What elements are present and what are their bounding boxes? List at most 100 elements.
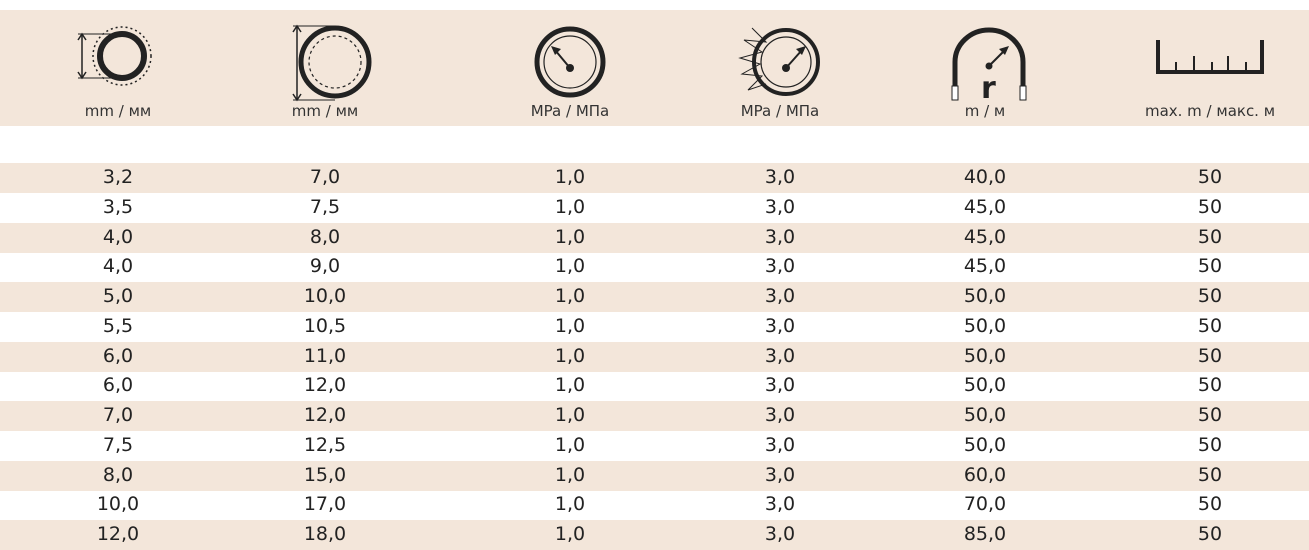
table-cell: 50	[1197, 285, 1223, 307]
table-cell: 3,0	[764, 255, 796, 278]
table-cell: 6,0	[102, 374, 134, 397]
table-cell: 50,0	[963, 344, 1007, 367]
table-cell: 3,0	[764, 404, 796, 426]
table-cell: 12,0	[303, 374, 347, 397]
table-cell: 50	[1197, 344, 1223, 367]
table-cell: 1,0	[554, 225, 586, 248]
table-cell: 12,0	[303, 404, 347, 426]
table-cell: 50	[1197, 195, 1223, 218]
header-unit: mm / мм	[291, 102, 359, 120]
table-cell: 1,0	[554, 344, 586, 367]
table-cell: 11,0	[303, 344, 347, 367]
table-cell: 1,0	[554, 433, 586, 456]
icon-burst-pressure	[738, 27, 820, 96]
table-cell: 9,0	[309, 255, 341, 278]
table-cell: 1,0	[554, 404, 586, 426]
table-row: 7,5 12,5 1,0 3,0 50,0 50	[0, 431, 1309, 461]
table-row: 6,0 11,0 1,0 3,0 50,0 50	[0, 341, 1309, 372]
table-cell: 7,0	[102, 404, 134, 426]
table-cell: 3,0	[764, 523, 796, 545]
table-cell: 50	[1197, 463, 1223, 486]
icon-max-length	[1156, 40, 1264, 74]
table-cell: 10,0	[96, 493, 140, 516]
table-cell: 1,0	[554, 374, 586, 397]
table-row: 4,0 8,0 1,0 3,0 45,0 50	[0, 222, 1309, 253]
table-cell: 50	[1197, 404, 1223, 426]
table-row: 4,0 9,0 1,0 3,0 45,0 50	[0, 252, 1309, 282]
table-cell: 50	[1197, 225, 1223, 248]
table-cell: 1,0	[554, 493, 586, 516]
table-cell: 3,0	[764, 344, 796, 367]
table-cell: 3,0	[764, 374, 796, 397]
table-cell: 60,0	[963, 463, 1007, 486]
table-cell: 12,0	[96, 523, 140, 545]
table-cell: 3,5	[102, 195, 134, 218]
table-cell: 85,0	[963, 523, 1007, 545]
table-cell: 8,0	[309, 225, 341, 248]
table-cell: 3,2	[102, 166, 134, 188]
table-cell: 50	[1197, 314, 1223, 337]
svg-text:r: r	[981, 71, 996, 105]
table-cell: 7,5	[102, 433, 134, 456]
table-cell: 40,0	[963, 166, 1007, 188]
table-cell: 50,0	[963, 374, 1007, 397]
table-row: 6,0 12,0 1,0 3,0 50,0 50	[0, 371, 1309, 401]
table-row: 7,0 12,0 1,0 3,0 50,0 50	[0, 401, 1309, 431]
table-cell: 50,0	[963, 285, 1007, 307]
table-cell: 3,0	[764, 225, 796, 248]
table-cell: 10,0	[303, 285, 347, 307]
table-cell: 50	[1197, 523, 1223, 545]
table-cell: 5,5	[102, 314, 134, 337]
table-cell: 15,0	[303, 463, 347, 486]
table-cell: 1,0	[554, 285, 586, 307]
table-cell: 7,0	[309, 166, 341, 188]
table-cell: 3,0	[764, 433, 796, 456]
table-cell: 1,0	[554, 255, 586, 278]
table-cell: 50	[1197, 374, 1223, 397]
table-cell: 10,5	[303, 314, 347, 337]
table-cell: 6,0	[102, 344, 134, 367]
icon-inner-diameter	[77, 26, 152, 86]
table-cell: 3,0	[764, 493, 796, 516]
table-cell: 3,0	[764, 314, 796, 337]
table-cell: 50,0	[963, 404, 1007, 426]
table-row: 3,5 7,5 1,0 3,0 45,0 50	[0, 193, 1309, 223]
table-cell: 5,0	[102, 285, 134, 307]
header-unit: MPa / МПа	[530, 102, 610, 120]
icon-bend-radius: r	[951, 27, 1027, 105]
table-row: 10,0 17,0 1,0 3,0 70,0 50	[0, 490, 1309, 520]
table-cell: 50,0	[963, 314, 1007, 337]
table-cell: 50	[1197, 255, 1223, 278]
table-row: 3,2 7,0 1,0 3,0 40,0 50	[0, 163, 1309, 193]
table-cell: 3,0	[764, 463, 796, 486]
table-cell: 4,0	[102, 225, 134, 248]
header-unit: mm / мм	[84, 102, 152, 120]
table-cell: 45,0	[963, 225, 1007, 248]
table-row: 5,5 10,5 1,0 3,0 50,0 50	[0, 312, 1309, 342]
table-cell: 7,5	[309, 195, 341, 218]
table-cell: 3,0	[764, 166, 796, 188]
table-cell: 45,0	[963, 195, 1007, 218]
table-cell: 1,0	[554, 195, 586, 218]
icon-outer-diameter	[292, 24, 372, 102]
table-cell: 1,0	[554, 463, 586, 486]
header-unit: MPa / МПа	[740, 102, 820, 120]
table-cell: 3,0	[764, 195, 796, 218]
table-cell: 1,0	[554, 523, 586, 545]
table-row: 12,0 18,0 1,0 3,0 85,0 50	[0, 520, 1309, 550]
table-row: 8,0 15,0 1,0 3,0 60,0 50	[0, 460, 1309, 491]
table-cell: 50,0	[963, 433, 1007, 456]
table-cell: 70,0	[963, 493, 1007, 516]
table-cell: 8,0	[102, 463, 134, 486]
table-cell: 50	[1197, 166, 1223, 188]
table-cell: 45,0	[963, 255, 1007, 278]
table-cell: 3,0	[764, 285, 796, 307]
table-cell: 18,0	[303, 523, 347, 545]
table-cell: 12,5	[303, 433, 347, 456]
icon-working-pressure	[534, 26, 606, 98]
header-unit: max. m / макс. м	[1144, 102, 1276, 120]
table-row: 5,0 10,0 1,0 3,0 50,0 50	[0, 282, 1309, 312]
table-cell: 4,0	[102, 255, 134, 278]
table-cell: 1,0	[554, 166, 586, 188]
